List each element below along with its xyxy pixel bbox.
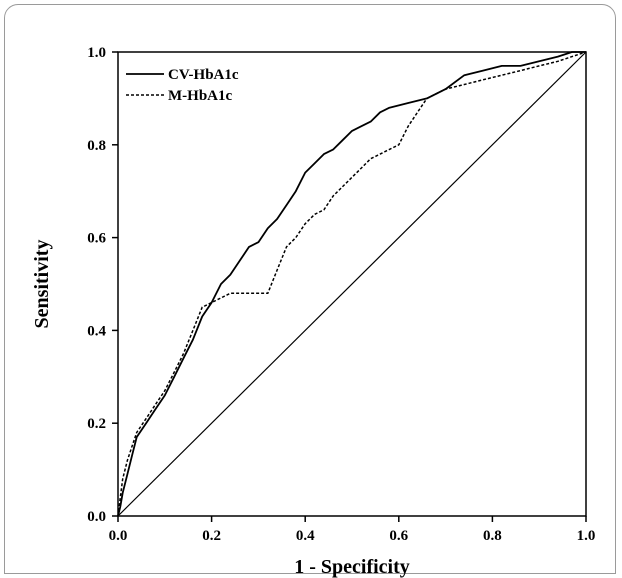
x-tick-label: 0.4	[296, 528, 315, 544]
x-tick-label: 0.2	[202, 528, 221, 544]
y-tick-label: 0.8	[87, 138, 106, 154]
legend-label-m-hba1c: M-HbA1c	[168, 88, 232, 104]
y-tick-label: 0.2	[87, 416, 106, 432]
reference-diagonal-line	[117, 51, 587, 517]
plot-area	[117, 51, 587, 517]
series-line-m-hba1c	[117, 51, 587, 517]
y-tick-label: 1.0	[87, 45, 106, 61]
x-tick-label: 1.0	[577, 528, 596, 544]
legend: CV-HbA1c M-HbA1c	[126, 67, 239, 104]
x-tick-label: 0.8	[483, 528, 502, 544]
axis-ticks: 0.0 0.2 0.4 0.6 0.8 1.0 0.0 0.2 0.4 0.6 0.8 1.0	[87, 45, 595, 544]
y-tick-label: 0.6	[87, 231, 106, 247]
figure-frame	[4, 4, 616, 574]
y-axis-title: Sensitivity	[31, 240, 53, 329]
x-tick-label: 0.6	[389, 528, 408, 544]
series-lines	[117, 51, 587, 517]
x-tick-label: 0.0	[109, 528, 128, 544]
y-tick-label: 0.4	[87, 323, 106, 339]
y-tick-label: 0.0	[87, 509, 106, 525]
legend-label-cv-hba1c: CV-HbA1c	[168, 67, 239, 83]
series-line-cv-hba1c	[117, 51, 586, 517]
x-axis-title: 1 - Specificity	[294, 556, 410, 578]
